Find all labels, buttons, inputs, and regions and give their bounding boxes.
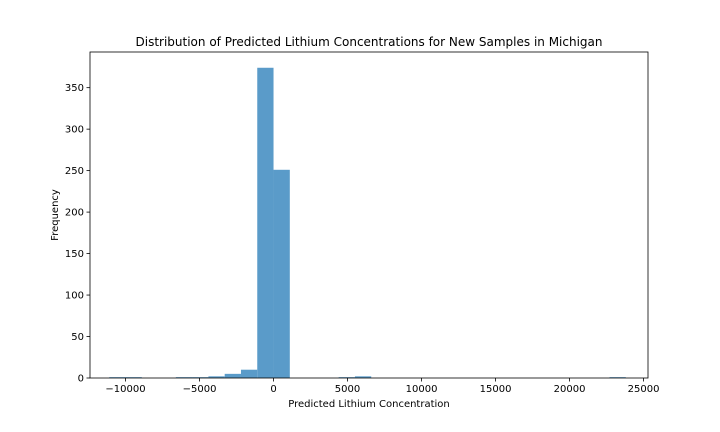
histogram-bar: [109, 377, 126, 378]
y-tick-label: 200: [65, 208, 84, 219]
y-tick-label: 300: [65, 125, 84, 136]
histogram-bars: [109, 67, 626, 379]
y-axis-ticks: 0 50 100 150 200 250 300 350: [65, 83, 90, 385]
histogram-bar: [609, 377, 626, 378]
y-tick-label: 250: [65, 166, 84, 177]
y-tick-label: 50: [71, 332, 84, 343]
histogram-bar: [125, 377, 142, 378]
histogram-bar: [354, 376, 372, 378]
x-tick-label: 5000: [335, 384, 360, 395]
histogram-bar: [192, 377, 209, 378]
y-tick-label: 150: [65, 249, 84, 260]
histogram-bar: [208, 376, 225, 378]
x-tick-label: −5000: [183, 384, 217, 395]
x-tick-label: −10000: [105, 384, 145, 395]
x-axis-label: Predicted Lithium Concentration: [288, 399, 450, 410]
histogram-bar: [257, 67, 274, 379]
x-axis-ticks: −10000 −5000 0 5000 10000 15000 20000 25000: [105, 378, 659, 395]
histogram-bar: [240, 369, 258, 378]
x-tick-label: 10000: [406, 384, 438, 395]
histogram-bar: [224, 373, 241, 378]
histogram-bar: [273, 169, 290, 378]
y-tick-label: 350: [65, 83, 84, 94]
y-axis-label: Frequency: [50, 189, 61, 241]
histogram-bar: [175, 377, 193, 378]
x-tick-label: 0: [270, 384, 276, 395]
x-tick-label: 20000: [554, 384, 586, 395]
x-tick-label: 25000: [628, 384, 660, 395]
x-tick-label: 15000: [480, 384, 512, 395]
y-tick-label: 100: [65, 291, 84, 302]
y-tick-label: 0: [78, 374, 84, 385]
plot-frame: [89, 51, 649, 379]
histogram-bar: [338, 377, 355, 378]
chart-title: Distribution of Predicted Lithium Concen…: [136, 35, 603, 49]
